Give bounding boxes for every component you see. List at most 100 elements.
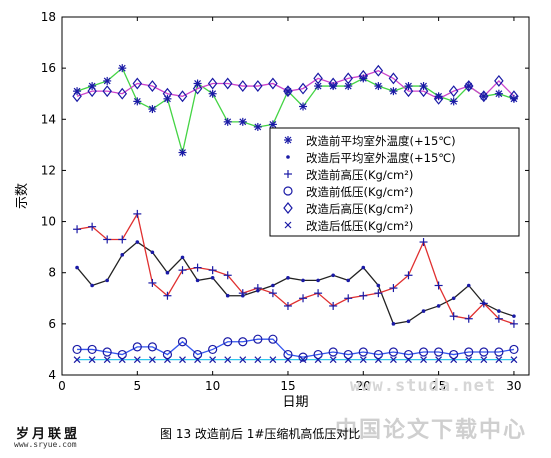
data-point [193, 263, 202, 272]
x-tick-label: 30 [506, 379, 521, 393]
x-tick-label: 0 [58, 379, 66, 393]
data-point [479, 90, 489, 103]
data-point [194, 356, 202, 364]
data-point [420, 356, 427, 364]
data-point [512, 314, 516, 318]
data-point [284, 356, 292, 364]
data-point [509, 344, 519, 355]
data-point [374, 356, 382, 364]
data-point [313, 349, 323, 360]
data-point [239, 356, 247, 364]
y-tick-label: 18 [41, 10, 56, 24]
plot-frame [61, 16, 530, 376]
data-point [88, 222, 97, 231]
data-point [254, 356, 262, 364]
data-point [509, 94, 518, 103]
data-point [314, 289, 323, 298]
data-point [389, 87, 398, 96]
data-point [419, 238, 428, 247]
legend-marker [284, 136, 292, 144]
data-point [465, 356, 473, 364]
data-point [283, 301, 292, 310]
data-point [464, 314, 473, 323]
data-point [103, 76, 112, 85]
legend-label: 改造后低压(Kg/cm²) [306, 219, 413, 233]
data-point [497, 309, 501, 313]
data-point [448, 85, 459, 98]
data-point [133, 209, 142, 218]
data-point [90, 283, 94, 288]
data-point [373, 349, 383, 360]
data-point [343, 349, 353, 360]
data-point [208, 89, 217, 98]
data-point [405, 356, 412, 364]
data-point [133, 97, 142, 106]
site-logo: 岁月联盟 [16, 427, 81, 442]
data-point [269, 356, 277, 364]
data-point [403, 349, 414, 360]
data-point [418, 347, 429, 357]
data-point [179, 356, 186, 364]
data-point [162, 349, 173, 360]
axes [61, 16, 530, 376]
legend-marker [284, 221, 292, 229]
data-point [73, 356, 81, 364]
data-point [268, 120, 277, 129]
data-point [148, 278, 157, 287]
data-point [359, 356, 367, 364]
data-point [72, 344, 82, 355]
data-point [344, 294, 353, 303]
tick-labels: 4 6 8 10 12 14 16 18 0 5 10 15 20 25 30 [41, 10, 522, 393]
data-point [479, 299, 488, 308]
trend-line [76, 241, 515, 325]
data-point [301, 278, 305, 283]
data-point [464, 82, 473, 91]
data-point [391, 322, 396, 326]
data-point [87, 85, 97, 98]
y-tick-label: 16 [41, 61, 56, 75]
data-point [374, 82, 383, 91]
data-point [436, 304, 441, 308]
data-point [389, 284, 398, 293]
data-point [406, 319, 411, 324]
data-point [164, 356, 171, 364]
data-point [404, 271, 413, 280]
data-point [328, 77, 338, 90]
x-tick-label: 10 [205, 379, 220, 393]
data-point [464, 347, 474, 357]
data-point [147, 80, 158, 93]
data-point [494, 314, 503, 323]
x-tick-label: 25 [431, 379, 446, 393]
data-point [388, 347, 399, 357]
data-point [373, 64, 384, 77]
data-point [72, 90, 82, 103]
data-point [102, 85, 112, 98]
data-point [494, 74, 504, 87]
data-point [103, 356, 111, 364]
data-point [177, 90, 188, 103]
data-point [449, 312, 458, 321]
data-point [87, 344, 97, 355]
data-point [180, 255, 185, 260]
legend-marker [286, 155, 290, 159]
legend-marker [284, 170, 292, 178]
data-point [298, 82, 308, 95]
data-point [283, 85, 293, 98]
data-point [165, 270, 170, 275]
data-point [253, 122, 262, 131]
data-point [450, 356, 458, 364]
data-point [286, 276, 290, 280]
data-point [208, 266, 217, 275]
data-point [105, 278, 109, 283]
legend-label: 改造后平均室外温度(+15℃) [306, 151, 456, 165]
data-point [223, 337, 233, 347]
data-point [283, 349, 293, 360]
legend-label: 改造前低压(Kg/cm²) [306, 185, 413, 199]
data-point [299, 294, 308, 303]
legend-marker [283, 202, 293, 214]
data-point [329, 356, 337, 364]
data-point [268, 289, 277, 298]
data-point [195, 278, 200, 283]
data-point [208, 344, 218, 355]
data-point [283, 87, 292, 96]
